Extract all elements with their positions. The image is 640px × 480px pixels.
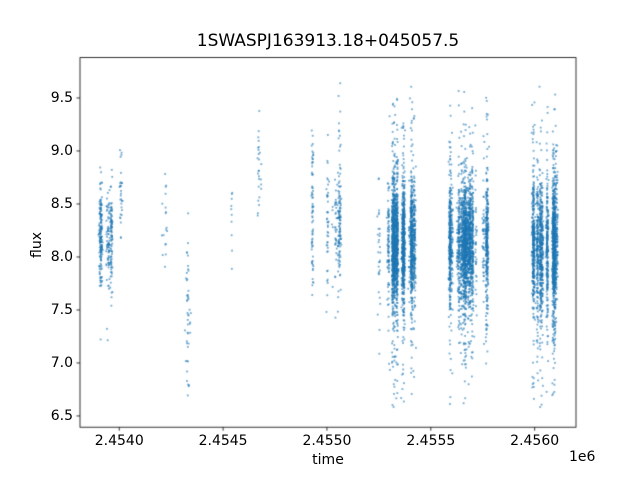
x-tick-label: 2.4555 — [406, 433, 456, 449]
x-tick-label: 2.4545 — [198, 433, 248, 449]
x-offset-label: 1e6 — [569, 449, 596, 465]
y-tick-label: 9.5 — [50, 89, 73, 106]
x-tick-label: 2.4550 — [302, 433, 352, 449]
y-tick-label: 8.0 — [50, 248, 73, 265]
y-tick-label: 6.5 — [50, 407, 73, 424]
chart-title: 1SWASPJ163913.18+045057.5 — [196, 31, 460, 51]
y-tick-label: 7.5 — [50, 301, 73, 318]
x-tick-label: 2.4540 — [94, 433, 144, 449]
y-tick-label: 7.0 — [50, 354, 73, 371]
x-tick-label: 2.4560 — [510, 433, 560, 449]
y-axis-label: flux — [29, 232, 45, 258]
y-tick-label: 9.0 — [50, 142, 73, 159]
x-axis-label: time — [312, 452, 344, 468]
y-tick-label: 8.5 — [50, 195, 73, 212]
